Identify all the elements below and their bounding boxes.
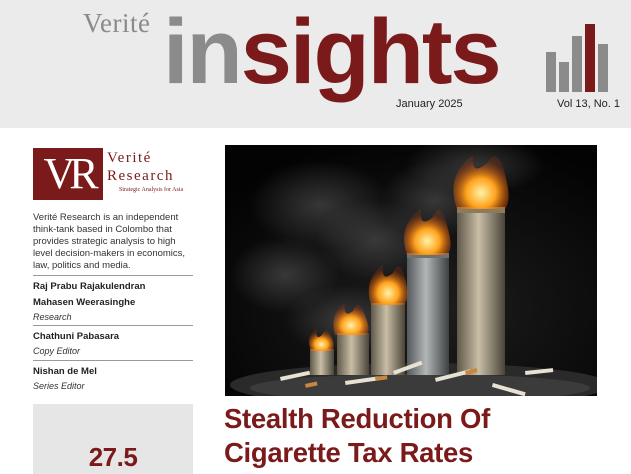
headline-line: Stealth Reduction Of — [224, 403, 490, 434]
logo-tagline: Strategic Analysis for Asia — [119, 187, 184, 193]
bar-chart-icon-bar — [598, 44, 608, 92]
masthead: Verité insights January 2025 Vol 13, No.… — [0, 0, 631, 128]
logo-word-verite: Verité — [107, 150, 152, 166]
copy-editor-role: Copy Editor — [33, 346, 81, 356]
burning-cigarette-stacks-image — [225, 145, 597, 396]
headline-line: Cigarette Tax Rates — [224, 437, 474, 468]
issue-volume: Vol 13, No. 1 — [557, 98, 620, 110]
series-editor-role: Series Editor — [33, 381, 85, 391]
issue-date: January 2025 — [396, 98, 463, 110]
copy-editor-name: Chathuni Pabasara — [33, 331, 120, 342]
brand-in: in — [163, 1, 243, 103]
bar-chart-icon-bar — [572, 36, 582, 92]
logo-word-research: Research — [107, 168, 174, 184]
bar-chart-icon-bar — [559, 62, 569, 92]
verite-research-logo: VR Verité Research Strategic Analysis fo… — [33, 148, 193, 204]
divider — [33, 325, 193, 326]
divider — [33, 275, 193, 276]
divider — [33, 360, 193, 361]
article-headline: Stealth Reduction Of Cigarette Tax Rates — [224, 402, 604, 470]
logo-monogram: VR — [33, 148, 103, 200]
author-name: Mahasen Weerasinghe — [33, 297, 136, 308]
bar-chart-icon-bar — [546, 52, 556, 92]
bar-chart-icon-bar — [585, 24, 595, 92]
author-role: Research — [33, 312, 72, 322]
brand-sights: sights — [240, 1, 502, 103]
stat-box: 27.5 — [33, 404, 193, 474]
bar-chart-icon — [546, 24, 608, 92]
author-name: Raj Prabu Rajakulendran — [33, 281, 146, 292]
about-text: Verité Research is an independent think-… — [33, 212, 186, 271]
brand-insights: insights — [163, 6, 502, 98]
series-editor-name: Nishan de Mel — [33, 366, 97, 377]
brand-verite: Verité — [83, 8, 151, 38]
stat-value: 27.5 — [88, 442, 138, 472]
